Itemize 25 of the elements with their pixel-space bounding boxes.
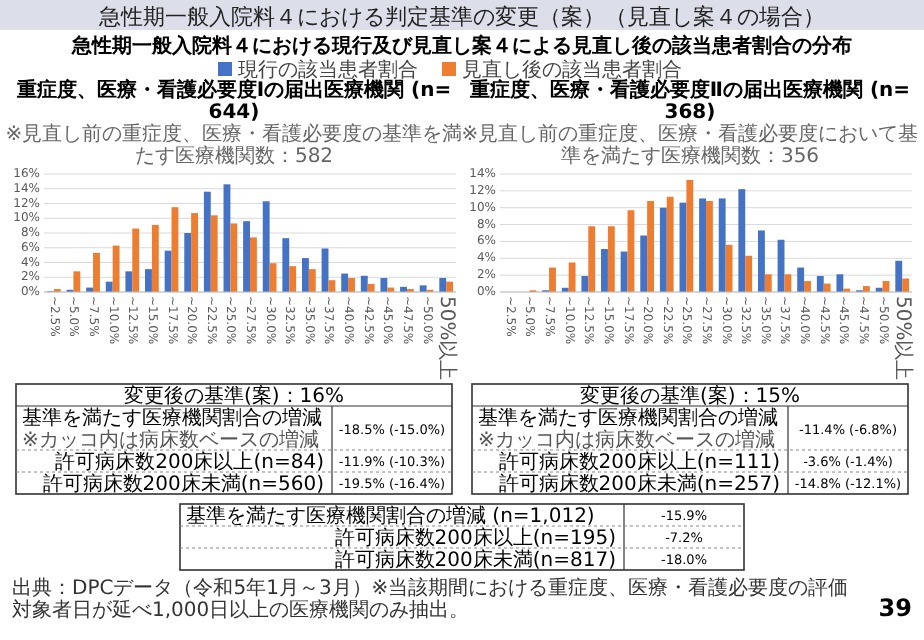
text: 許可病床数200床以上(n=195) bbox=[334, 526, 617, 550]
text: ※カッコ内は病床数ベースの増減 bbox=[22, 428, 319, 452]
chart-subtitle: ※見直し前の重症度、医療・看護必要度の基準を満たす医療機関数：582 bbox=[5, 122, 463, 168]
text: 39 bbox=[878, 594, 912, 622]
text: 基準を満たす医療機関割合の増減 bbox=[478, 406, 778, 430]
text: 許可病床数200床以上(n=111) bbox=[498, 450, 781, 474]
text: 基準を満たす医療機関割合の増減 (n=1,012) bbox=[186, 504, 595, 528]
chart-title: 重症度、医療・看護必要度Ⅱの届出医療機関 (n=368) bbox=[467, 78, 911, 124]
x-tick-label: 50%以上 bbox=[435, 296, 460, 381]
text: 許可病床数200床未満(n=257) bbox=[498, 472, 781, 496]
text: 変更後の基準(案)：16% bbox=[123, 384, 345, 408]
legend-label: 現行の該当患者割合 bbox=[238, 58, 418, 82]
chart-title: 重症度、医療・看護必要度Ⅰの届出医療機関 (n=644) bbox=[14, 78, 452, 124]
text: 急性期一般入院料４における現行及び見直し案４による見直し後の該当患者割合の分布 bbox=[70, 34, 852, 58]
chart-subtitle: ※見直し前の重症度、医療・看護必要度において基準を満たす医療機関数：356 bbox=[461, 122, 919, 168]
legend-label: 見直し後の該当患者割合 bbox=[462, 58, 682, 82]
text: 許可病床数200床未満(n=817) bbox=[334, 548, 617, 572]
text: ※カッコ内は病床数ベースの増減 bbox=[478, 428, 775, 452]
text: 急性期一般入院料４における判定基準の変更（案）（見直し案４の場合） bbox=[97, 4, 825, 30]
text: 基準を満たす医療機関割合の増減 bbox=[22, 406, 322, 430]
text: 許可病床数200床以上(n=84) bbox=[55, 450, 325, 474]
text: 許可病床数200床未満(n=560) bbox=[42, 472, 325, 496]
text: 変更後の基準(案)：15% bbox=[579, 384, 801, 408]
x-tick-label: 50%以上 bbox=[891, 296, 916, 381]
source-note: 出典：DPCデータ（令和5年1月～3月）※当該期間における重症度、医療・看護必要度の評価対象者日が延べ1,000日以上の医療機関のみ抽出。 bbox=[12, 576, 849, 622]
